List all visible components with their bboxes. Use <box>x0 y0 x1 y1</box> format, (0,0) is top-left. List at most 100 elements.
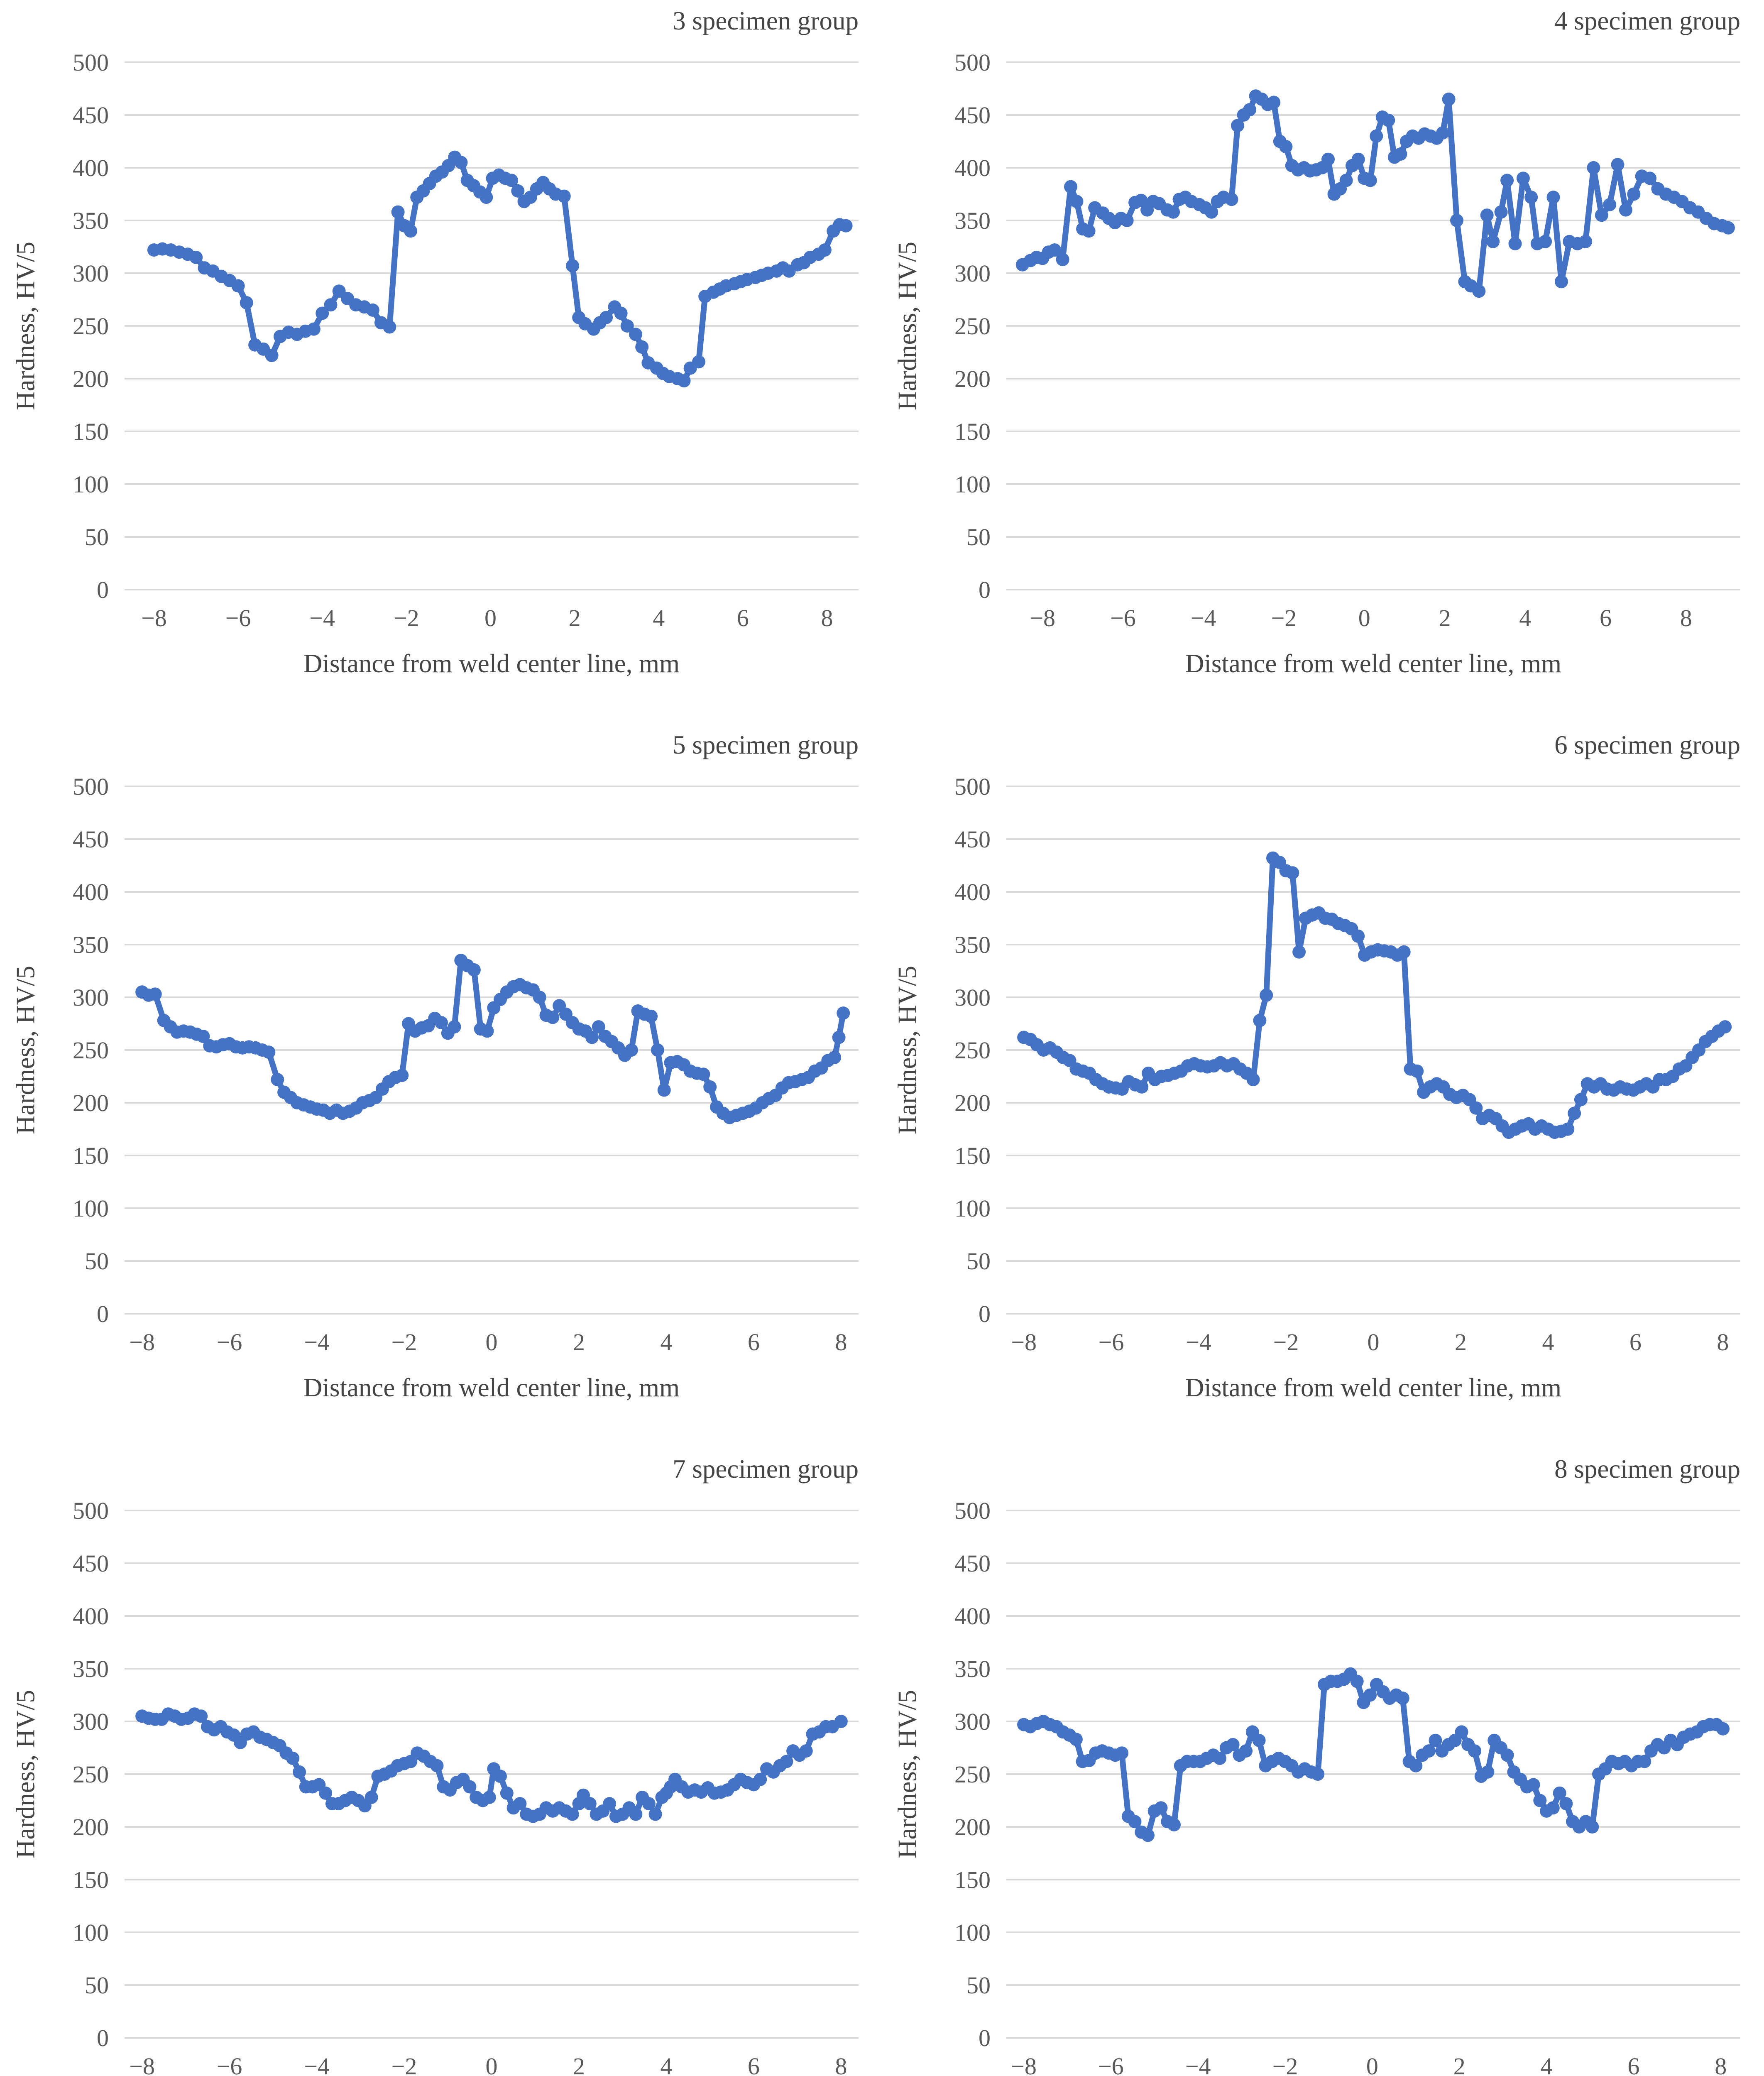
data-point-marker <box>395 1069 409 1082</box>
data-point-marker <box>1559 1797 1573 1811</box>
data-point-marker <box>697 1067 710 1081</box>
y-tick-label: 100 <box>954 1919 991 1946</box>
data-point-marker <box>624 1043 638 1057</box>
y-axis-title: Hardness, HV/5 <box>893 966 922 1134</box>
x-tick-label: −6 <box>1099 1329 1124 1356</box>
y-tick-label: 200 <box>73 1089 109 1116</box>
data-point-marker <box>629 328 642 341</box>
data-point-marker <box>1718 1020 1732 1034</box>
data-point-marker <box>1363 1688 1377 1702</box>
x-tick-label: 0 <box>486 1329 498 1356</box>
y-tick-label: 150 <box>954 418 991 445</box>
x-tick-label: 2 <box>1455 1329 1467 1356</box>
data-point-marker <box>293 1765 306 1779</box>
data-point-marker <box>1321 152 1335 166</box>
x-tick-label: 8 <box>1680 605 1692 632</box>
y-tick-label: 350 <box>954 931 991 958</box>
data-point-marker <box>1243 103 1257 117</box>
data-point-marker <box>1260 988 1273 1002</box>
data-point-marker <box>494 1770 507 1783</box>
data-point-marker <box>1480 208 1494 222</box>
chart-title: 4 specimen group <box>1554 6 1740 35</box>
data-point-marker <box>265 349 279 362</box>
x-tick-label: −8 <box>129 2053 155 2076</box>
data-point-marker <box>271 1073 284 1087</box>
data-point-marker <box>1339 174 1353 187</box>
y-tick-label: 50 <box>966 524 991 551</box>
data-point-marker <box>585 1031 599 1044</box>
x-tick-label: 6 <box>737 605 749 632</box>
y-tick-label: 50 <box>85 524 109 551</box>
x-axis-title: Distance from weld center line, mm <box>1185 1373 1562 1402</box>
x-tick-label: −4 <box>304 2053 330 2076</box>
x-tick-label: −2 <box>1272 2053 1298 2076</box>
chart-panel-8-specimen-group: 0 50 100 150 200 250 300 350 400 450 500 −8 −6 −4 −2 0 2… <box>882 1448 1764 2076</box>
y-tick-label: 450 <box>73 826 109 853</box>
y-tick-label: 500 <box>73 49 109 76</box>
data-point-marker <box>818 243 832 257</box>
x-tick-label: −2 <box>1271 605 1297 632</box>
y-tick-label: 450 <box>954 102 991 129</box>
y-axis-title: Hardness, HV/5 <box>893 242 922 410</box>
data-point-marker <box>1579 235 1592 248</box>
data-point-marker <box>1409 1759 1423 1772</box>
x-tick-label: −6 <box>225 605 251 632</box>
x-tick-label: 8 <box>835 2053 847 2076</box>
data-point-marker <box>1394 147 1407 161</box>
data-point-marker <box>839 219 853 233</box>
data-point-marker <box>500 1786 514 1800</box>
y-tick-label: 200 <box>954 1814 991 1841</box>
x-axis-title: Distance from weld center line, mm <box>1185 649 1562 678</box>
data-point-marker <box>307 322 321 336</box>
x-tick-label: −4 <box>1185 2053 1211 2076</box>
data-point-marker <box>196 1030 210 1043</box>
y-tick-label: 0 <box>97 576 109 603</box>
data-point-marker <box>1396 1692 1409 1705</box>
data-point-marker <box>383 320 396 334</box>
data-point-marker <box>1486 235 1500 248</box>
y-tick-label: 250 <box>954 313 991 340</box>
y-tick-label: 450 <box>954 826 991 853</box>
data-point-marker <box>1056 253 1069 266</box>
data-point-marker <box>1619 203 1632 217</box>
data-point-marker <box>1167 1818 1181 1831</box>
data-point-marker <box>1533 1794 1547 1807</box>
data-point-marker <box>648 1807 662 1821</box>
data-point-marker <box>1472 284 1486 298</box>
data-point-marker <box>1627 187 1641 201</box>
chart-svg-3-specimen-group: 0 50 100 150 200 250 300 350 400 450 500 −8 −6 −4 −2 0 2… <box>73 49 859 632</box>
y-tick-label: 100 <box>73 1195 109 1222</box>
x-tick-label: 2 <box>573 1329 585 1356</box>
data-point-marker <box>319 1786 333 1800</box>
y-tick-label: 50 <box>966 1248 991 1275</box>
data-point-marker <box>1279 140 1293 154</box>
data-point-marker <box>1524 191 1538 204</box>
data-point-marker <box>1382 113 1395 127</box>
x-tick-label: 4 <box>1519 605 1531 632</box>
y-axis-title: Hardness, HV/5 <box>11 1690 40 1858</box>
y-tick-label: 50 <box>85 1248 109 1275</box>
data-point-marker <box>651 1043 664 1057</box>
x-tick-label: −2 <box>391 1329 417 1356</box>
data-point-marker <box>565 1807 579 1821</box>
x-tick-label: 2 <box>573 2053 585 2076</box>
y-tick-label: 400 <box>73 1603 109 1630</box>
data-point-marker <box>1292 945 1306 959</box>
data-point-marker <box>1267 95 1281 109</box>
x-tick-label: 6 <box>1629 1329 1642 1356</box>
y-tick-label: 350 <box>954 207 991 234</box>
y-tick-label: 200 <box>954 1089 991 1116</box>
x-tick-label: 4 <box>660 1329 672 1356</box>
data-point-marker <box>448 1020 461 1034</box>
y-tick-label: 500 <box>954 49 991 76</box>
data-point-marker <box>837 1006 850 1020</box>
data-point-marker <box>1205 205 1218 219</box>
y-tick-label: 250 <box>954 1761 991 1788</box>
data-point-marker <box>799 1744 813 1758</box>
y-tick-label: 50 <box>85 1972 109 1999</box>
data-point-marker <box>240 296 253 310</box>
data-point-marker <box>1436 126 1450 140</box>
data-point-marker <box>1500 1748 1514 1762</box>
chart-svg-4-specimen-group: 0 50 100 150 200 250 300 350 400 450 500 −8 −6 −4 −2 0 2… <box>954 49 1740 632</box>
